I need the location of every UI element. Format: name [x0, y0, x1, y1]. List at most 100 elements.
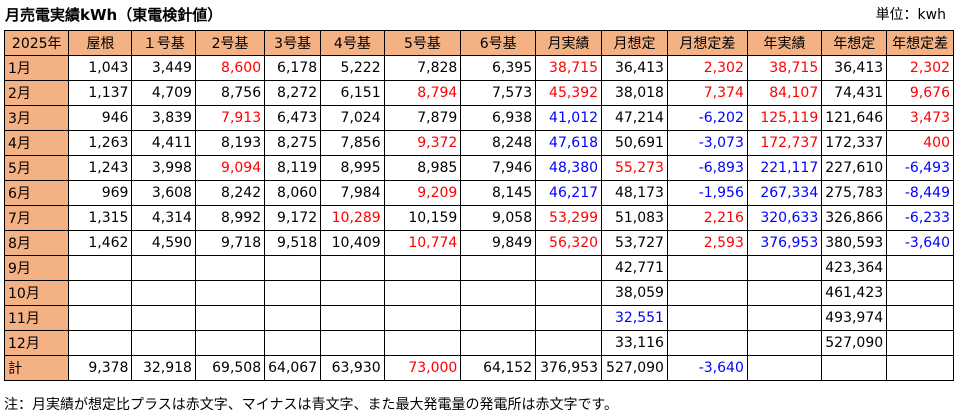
table-title: 月売電実績kWh（東電検針値） [5, 6, 223, 24]
table-cell [460, 255, 537, 281]
table-cell: 69,508 [194, 355, 266, 381]
table-row: 9月 42,771 423,364 [3, 255, 954, 281]
table-cell: 9,849 [460, 230, 537, 256]
table-cell: 47,214 [601, 105, 668, 131]
table-cell [460, 280, 537, 306]
table-cell: 4,314 [131, 205, 196, 231]
table-cell: 423,364 [821, 255, 888, 281]
table-cell: 50,691 [601, 130, 668, 156]
table-cell: 8,060 [264, 180, 322, 206]
table-cell: 8,248 [460, 130, 537, 156]
table-cell: 6,395 [460, 55, 537, 81]
table-cell: 4,590 [131, 230, 196, 256]
table-cell [131, 330, 196, 356]
table-cell: 7,573 [460, 80, 537, 106]
table-cell: 3,998 [131, 155, 196, 181]
table-cell: 36,413 [601, 55, 668, 81]
table-cell: 400 [886, 130, 954, 156]
table-cell: 41,012 [535, 105, 603, 131]
row-label: 計 [3, 355, 70, 381]
table-cell: 4,709 [131, 80, 196, 106]
table-cell: -3,073 [666, 130, 748, 156]
unit-label: 単位：kwh [875, 7, 946, 23]
table-cell: 172,337 [821, 130, 888, 156]
header-row: 2025年 屋根 １号基 2号基 3号基 4号基 5号基 6号基 月実績 月想定 月想定差 年実績 年想… [3, 30, 954, 56]
table-cell: 38,018 [601, 80, 668, 106]
table-cell: -6,493 [886, 155, 954, 181]
table-cell [320, 280, 385, 306]
table-cell: 42,771 [601, 255, 668, 281]
table-cell [535, 280, 603, 306]
table-cell: 7,024 [320, 105, 385, 131]
table-cell [886, 330, 954, 356]
row-label: 10月 [3, 280, 70, 306]
table-cell: 380,593 [821, 230, 888, 256]
footnote: 注：月実績が想定比プラスは赤文字、マイナスは青文字、また最大発電量の発電所は赤文… [4, 397, 619, 413]
table-cell [460, 305, 537, 331]
column-header: 年想定 [821, 30, 888, 56]
table-cell [886, 255, 954, 281]
table-cell: 8,272 [264, 80, 322, 106]
column-header: 月想定 [601, 30, 668, 56]
table-cell: 2,216 [666, 205, 748, 231]
table-cell: 9,058 [460, 205, 537, 231]
table-cell: 267,334 [746, 180, 823, 206]
table-cell: 56,320 [535, 230, 603, 256]
row-label: 6月 [3, 180, 70, 206]
table-row: 7月 1,315 4,314 8,992 9,172 10,289 10,159 9,058 5… [3, 205, 954, 231]
table-cell [194, 305, 266, 331]
table-cell: 10,289 [320, 205, 385, 231]
table-cell: 48,380 [535, 155, 603, 181]
table-cell: 7,828 [383, 55, 462, 81]
table-cell: 32,551 [601, 305, 668, 331]
table-cell: 1,137 [68, 80, 133, 106]
table-cell: 946 [68, 105, 133, 131]
table-body: 1月 1,043 3,449 8,600 6,178 5,222 7,828 6,395 38,… [3, 55, 954, 381]
column-header: 屋根 [68, 30, 133, 56]
table-cell [746, 255, 823, 281]
table-cell: 8,145 [460, 180, 537, 206]
table-cell: 326,866 [821, 205, 888, 231]
table-cell [320, 330, 385, 356]
column-header: 年実績 [746, 30, 823, 56]
table-cell [131, 280, 196, 306]
table-cell: 8,995 [320, 155, 385, 181]
table-cell [666, 305, 748, 331]
row-label: 5月 [3, 155, 70, 181]
table-cell: 33,116 [601, 330, 668, 356]
row-label: 9月 [3, 255, 70, 281]
table-cell [383, 330, 462, 356]
table-cell: 6,473 [264, 105, 322, 131]
table-cell: 9,172 [264, 205, 322, 231]
table-cell: 9,718 [194, 230, 266, 256]
table-cell: 10,159 [383, 205, 462, 231]
table-row: 3月 946 3,839 7,913 6,473 7,024 7,879 6,938 41,01… [3, 105, 954, 131]
table-cell: 47,618 [535, 130, 603, 156]
table-cell: 51,083 [601, 205, 668, 231]
table-cell: 7,856 [320, 130, 385, 156]
table-cell: 7,879 [383, 105, 462, 131]
table-cell [383, 280, 462, 306]
table-cell: 172,737 [746, 130, 823, 156]
generation-table: 2025年 屋根 １号基 2号基 3号基 4号基 5号基 6号基 月実績 月想定 月想定差 年実績 年想… [3, 30, 954, 381]
column-header: 月想定差 [666, 30, 748, 56]
table-cell: 6,178 [264, 55, 322, 81]
table-cell [264, 255, 322, 281]
table-cell [68, 255, 133, 281]
table-cell: 8,242 [194, 180, 266, 206]
table-cell: 320,633 [746, 205, 823, 231]
row-label: 7月 [3, 205, 70, 231]
table-row: 11月 32,551 493,974 [3, 305, 954, 331]
table-row: 5月 1,243 3,998 9,094 8,119 8,995 8,985 7,946 48,… [3, 155, 954, 181]
table-cell [535, 255, 603, 281]
table-cell: 38,715 [535, 55, 603, 81]
table-cell [460, 330, 537, 356]
table-cell [666, 255, 748, 281]
table-cell: 9,676 [886, 80, 954, 106]
table-cell [383, 255, 462, 281]
table-cell: 7,984 [320, 180, 385, 206]
table-cell: 3,449 [131, 55, 196, 81]
table-cell: 10,409 [320, 230, 385, 256]
column-header: １号基 [131, 30, 196, 56]
table-cell [746, 305, 823, 331]
